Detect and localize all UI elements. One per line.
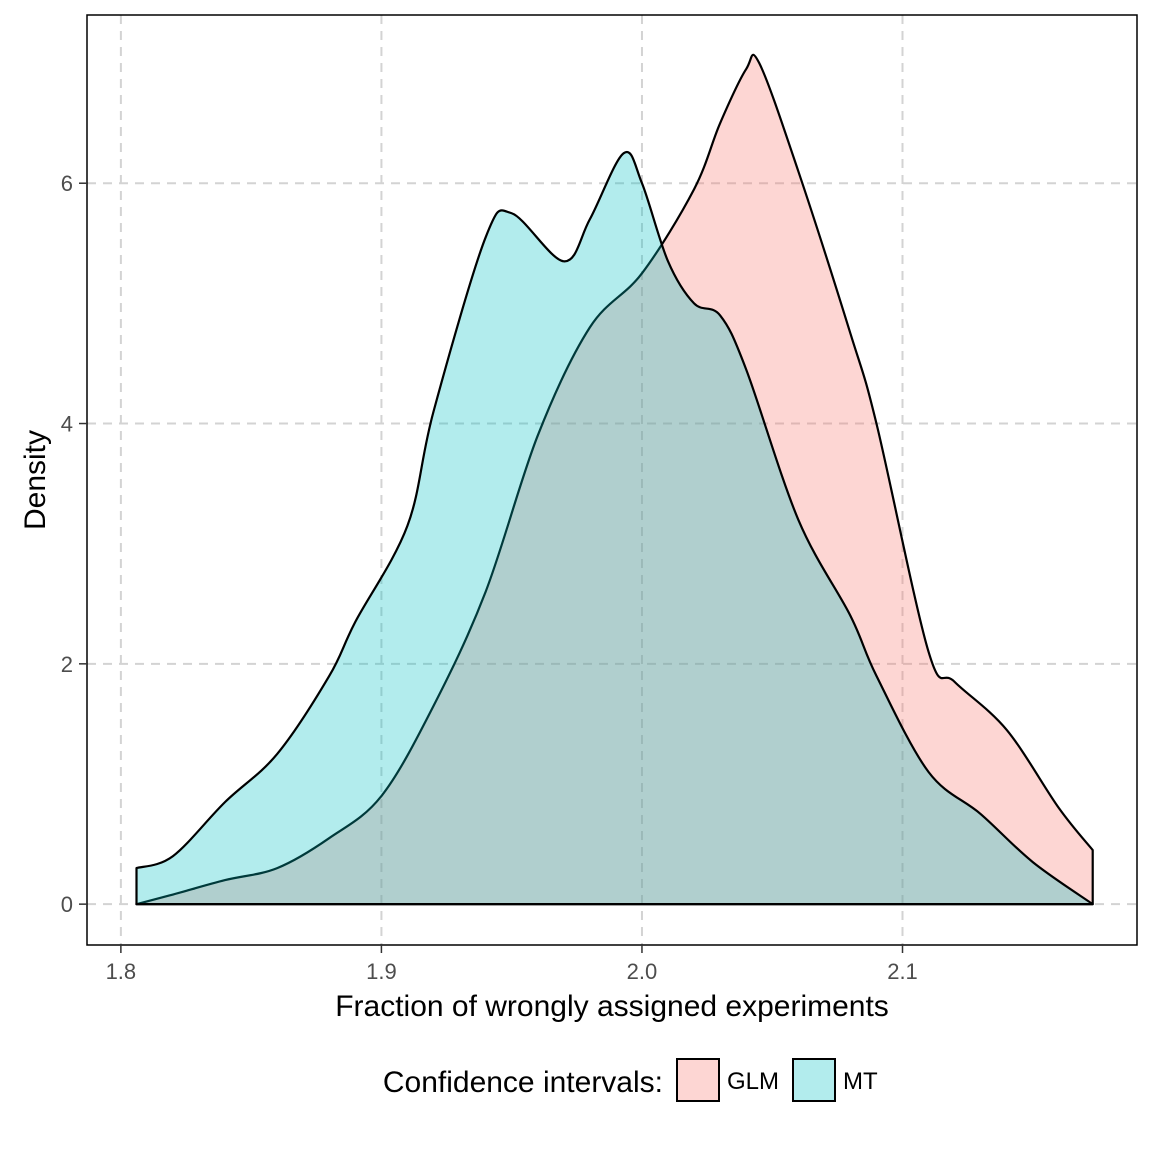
y-tick-label: 2: [61, 652, 73, 677]
x-tick-label: 2.1: [887, 959, 918, 984]
y-tick-label: 6: [61, 171, 73, 196]
legend-label-mt: MT: [843, 1068, 878, 1095]
y-tick-label: 4: [61, 412, 73, 437]
x-tick-label: 2.0: [627, 959, 658, 984]
x-axis-title: Fraction of wrongly assigned experiments: [335, 990, 889, 1023]
density-areas: [135, 53, 1094, 906]
legend-key-glm: [676, 1058, 720, 1102]
axis-ticks: 1.8 1.9 2.0 2.1 0 2 4 6: [61, 171, 918, 984]
y-tick-label: 0: [61, 892, 73, 917]
legend-title: Confidence intervals:: [383, 1066, 663, 1099]
density-area-mt: [135, 150, 1094, 906]
x-tick-label: 1.9: [366, 959, 397, 984]
plot-panel-border: [86, 14, 1138, 946]
legend-label-glm: GLM: [727, 1068, 779, 1095]
grid-lines: [87, 15, 1137, 945]
x-tick-label: 1.8: [106, 959, 137, 984]
density-area-glm: [135, 53, 1094, 906]
legend-key-mt: [792, 1058, 836, 1102]
legend: Confidence intervals: GLM MT: [383, 1058, 878, 1102]
y-axis-title: Density: [19, 430, 52, 530]
